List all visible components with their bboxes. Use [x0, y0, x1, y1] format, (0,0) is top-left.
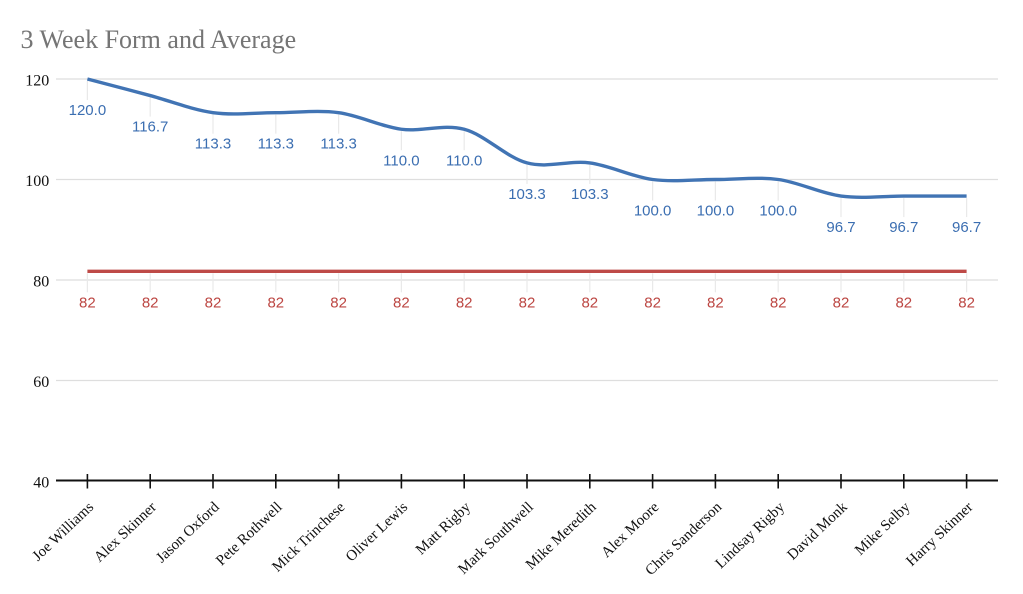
svg-text:110.0: 110.0	[446, 152, 482, 169]
svg-text:82: 82	[267, 294, 284, 311]
svg-text:82: 82	[142, 294, 159, 311]
svg-text:82: 82	[519, 294, 536, 311]
svg-text:82: 82	[770, 294, 787, 311]
svg-text:110.0: 110.0	[383, 152, 419, 169]
svg-text:100.0: 100.0	[697, 203, 735, 220]
svg-text:113.3: 113.3	[258, 136, 294, 153]
svg-text:103.3: 103.3	[571, 186, 609, 203]
svg-text:120.0: 120.0	[69, 102, 107, 119]
svg-text:96.7: 96.7	[826, 219, 855, 236]
svg-text:82: 82	[330, 294, 347, 311]
svg-text:82: 82	[958, 294, 975, 311]
svg-text:80: 80	[33, 273, 49, 290]
svg-text:82: 82	[707, 294, 724, 311]
svg-text:82: 82	[393, 294, 410, 311]
svg-text:100.0: 100.0	[759, 203, 797, 220]
svg-text:82: 82	[895, 294, 912, 311]
svg-text:82: 82	[581, 294, 598, 311]
svg-text:113.3: 113.3	[195, 136, 231, 153]
svg-text:96.7: 96.7	[952, 219, 981, 236]
svg-text:82: 82	[205, 294, 222, 311]
svg-text:96.7: 96.7	[889, 219, 918, 236]
svg-text:82: 82	[644, 294, 661, 311]
svg-text:3 Week Form and Average: 3 Week Form and Average	[21, 25, 297, 54]
svg-text:113.3: 113.3	[320, 136, 356, 153]
svg-text:103.3: 103.3	[508, 186, 546, 203]
svg-text:120: 120	[25, 72, 49, 89]
svg-text:60: 60	[33, 374, 49, 391]
svg-text:82: 82	[833, 294, 850, 311]
svg-text:116.7: 116.7	[132, 119, 168, 136]
svg-text:100: 100	[25, 173, 49, 190]
svg-text:82: 82	[79, 294, 96, 311]
svg-text:100.0: 100.0	[634, 203, 672, 220]
svg-text:82: 82	[456, 294, 473, 311]
svg-text:40: 40	[33, 474, 49, 491]
